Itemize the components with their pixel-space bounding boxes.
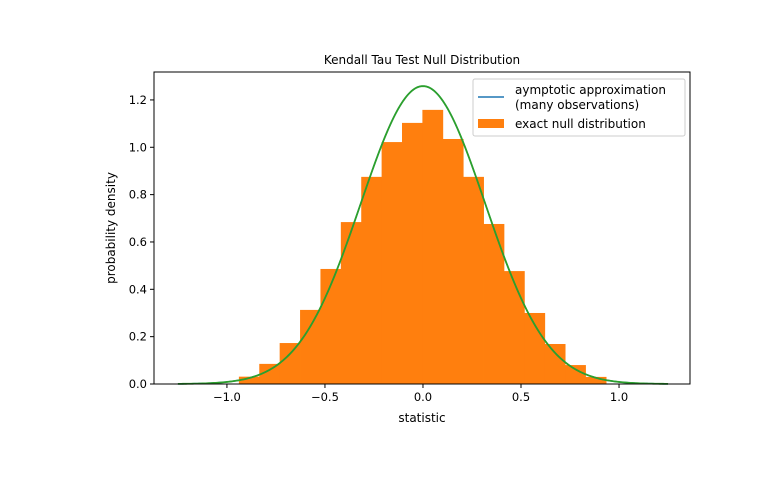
histogram-bar [422,109,444,384]
x-axis-label: statistic [398,411,445,425]
y-tick-label: 0.8 [129,188,147,202]
histogram-bar [259,363,281,384]
y-tick-label: 1.0 [129,140,147,154]
x-tick-label: −1.0 [213,390,241,404]
histogram-bar [361,176,383,384]
histogram-bar [340,222,362,384]
legend-patch-swatch [478,119,504,128]
histogram-bar [524,312,546,384]
histogram-bar [483,223,505,384]
chart-title: Kendall Tau Test Null Distribution [324,53,520,67]
curves [177,85,669,385]
y-axis-label: probability density [104,172,118,284]
histogram-bar [585,376,607,384]
histogram-bar [402,122,423,384]
histogram-bar [442,138,464,384]
histogram-bar [279,343,301,384]
x-tick-label: 0.5 [512,390,530,404]
histogram-bar [300,309,321,384]
histogram-bars [238,109,607,384]
y-axis: 0.0 0.2 0.4 0.6 0.8 1.0 1.2 [129,93,154,391]
x-axis: −1.0 −0.5 0.0 0.5 1.0 [213,384,628,404]
x-tick-label: 1.0 [610,390,628,404]
histogram-bar [503,271,525,384]
x-tick-label: −0.5 [311,390,339,404]
histogram-bar [463,176,484,384]
legend-box [472,78,686,137]
histogram-bar [381,142,403,384]
histogram-bar [565,365,586,384]
histogram-bar [238,376,260,384]
y-tick-label: 0.0 [129,377,147,391]
y-tick-label: 0.2 [129,330,147,344]
legend: aymptotic approximation (many observatio… [472,78,686,137]
axes-frame [153,71,691,385]
legend-label-asymptotic-2: (many observations) [515,98,639,112]
x-tick-label: 0.0 [414,390,432,404]
y-tick-label: 0.6 [129,235,147,249]
y-tick-label: 1.2 [129,93,147,107]
legend-label-asymptotic-1: aymptotic approximation [515,83,666,97]
y-tick-label: 0.4 [129,282,147,296]
legend-label-exact: exact null distribution [515,117,646,131]
asymptotic-curve [177,85,669,385]
histogram-bar [544,343,566,384]
